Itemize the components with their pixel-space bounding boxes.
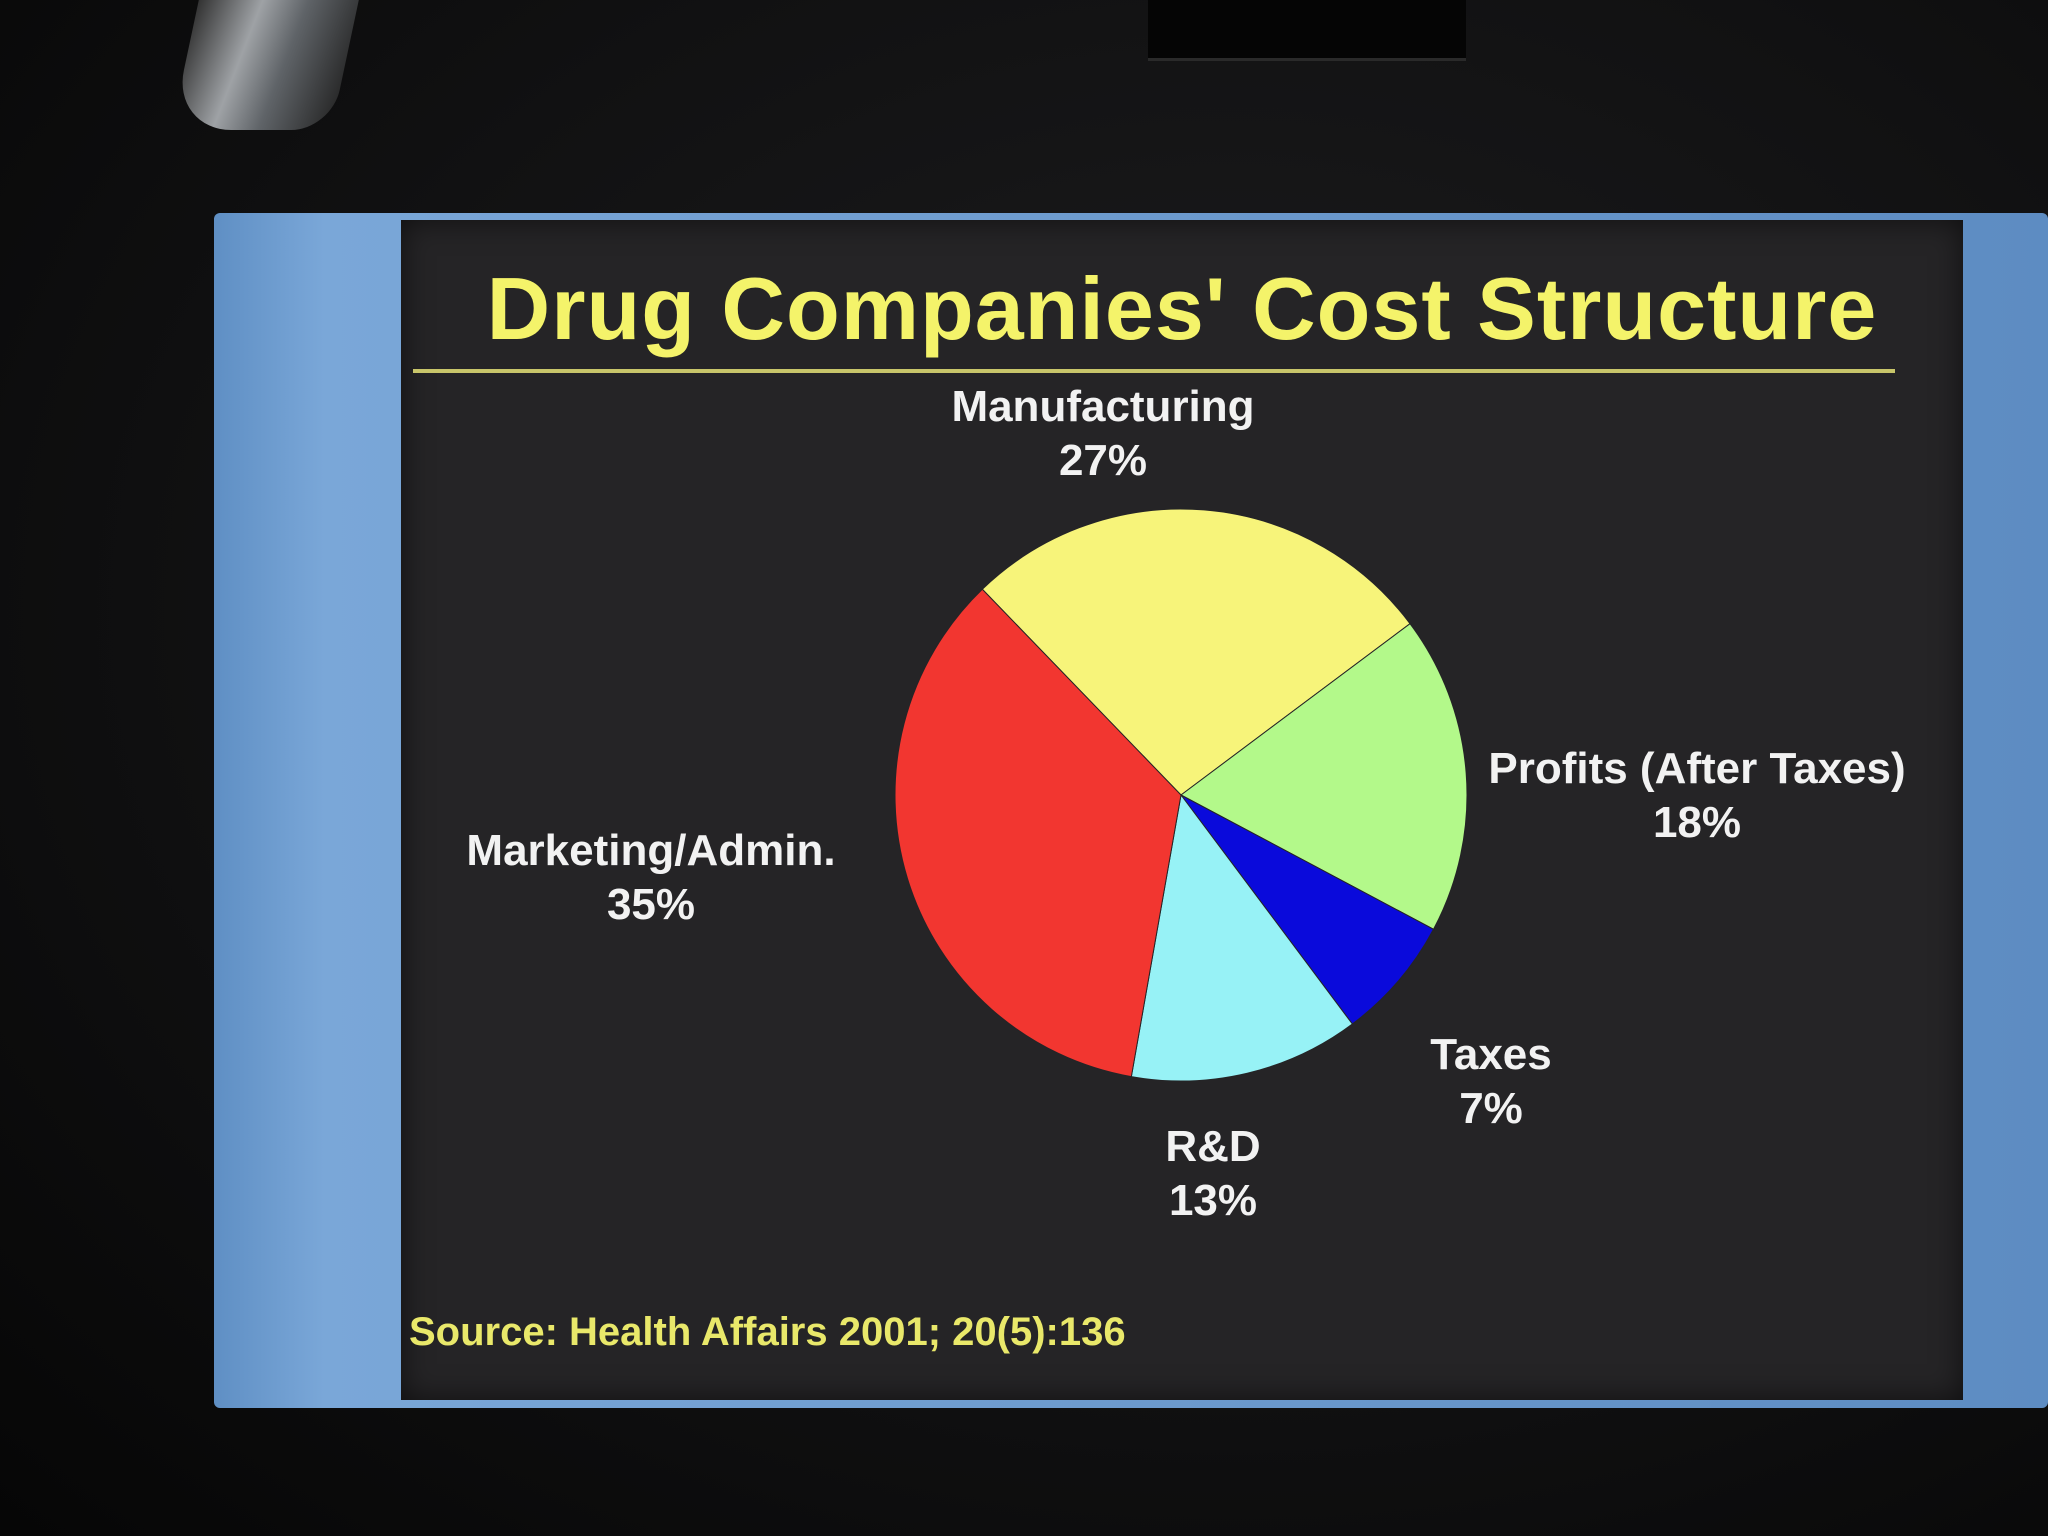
slice-value: 13% xyxy=(1168,1176,1258,1225)
chart-title: Drug Companies' Cost Structure xyxy=(486,259,1878,358)
slice-label-marketing: Marketing/Admin. 35% xyxy=(421,824,881,932)
pie-slice-marketing-admin xyxy=(894,588,1182,1078)
pie-slice-manufacturing xyxy=(981,508,1411,796)
slice-name: Manufacturing xyxy=(951,382,1255,431)
slice-name: Taxes xyxy=(1430,1030,1552,1079)
slice-label-rnd: R&D 13% xyxy=(1123,1120,1303,1228)
chart-source: Source: Health Affairs 2001; 20(5):136 xyxy=(409,1310,1126,1354)
slice-value: 18% xyxy=(1652,798,1742,847)
slide: Drug Companies' Cost Structure Manufactu… xyxy=(401,220,1963,1400)
title-divider xyxy=(413,369,1895,373)
pie-slice-taxes xyxy=(1180,794,1435,1025)
slice-label-manufacturing: Manufacturing 27% xyxy=(913,380,1293,488)
pie-slice-profits-after-taxes xyxy=(1180,622,1468,930)
slice-name: R&D xyxy=(1165,1122,1261,1171)
slice-label-profits: Profits (After Taxes) 18% xyxy=(1467,742,1927,850)
slice-name: Marketing/Admin. xyxy=(466,826,836,875)
slice-value: 27% xyxy=(1058,436,1148,485)
ceiling-fixture xyxy=(1148,0,1466,61)
slice-value: 35% xyxy=(606,880,696,929)
slice-label-taxes: Taxes 7% xyxy=(1401,1028,1581,1136)
pie-slice-r-d xyxy=(1130,793,1354,1082)
slice-value: 7% xyxy=(1459,1084,1523,1133)
slice-name: Profits (After Taxes) xyxy=(1488,744,1906,793)
pie-chart xyxy=(894,508,1468,1082)
